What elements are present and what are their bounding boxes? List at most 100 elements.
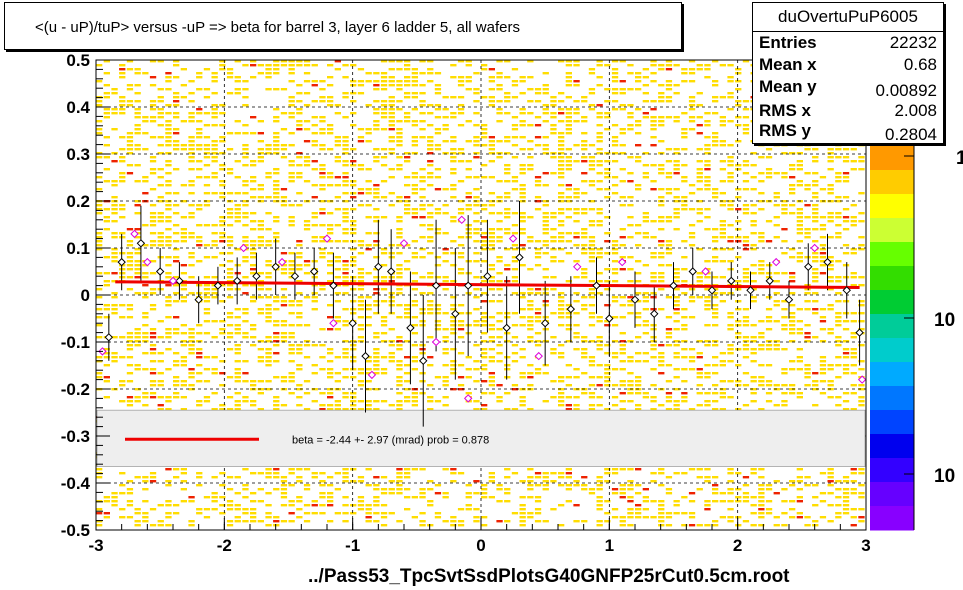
histogram-cell bbox=[226, 476, 234, 479]
histogram-cell bbox=[665, 60, 673, 63]
histogram-cell bbox=[719, 292, 726, 295]
histogram-cell bbox=[242, 192, 249, 195]
histogram-cell bbox=[604, 176, 611, 179]
histogram-cell bbox=[765, 320, 773, 323]
histogram-cell bbox=[404, 340, 411, 343]
histogram-cell bbox=[673, 116, 680, 119]
histogram-cell bbox=[742, 172, 750, 175]
histogram-cell bbox=[211, 392, 218, 395]
histogram-cell bbox=[280, 144, 288, 147]
histogram-cell bbox=[542, 112, 549, 115]
histogram-cell bbox=[265, 388, 272, 391]
histogram-cell bbox=[427, 60, 434, 63]
histogram-cell bbox=[750, 472, 757, 475]
y-tick-label: -0.1 bbox=[61, 333, 90, 352]
histogram-cell bbox=[742, 276, 750, 279]
histogram-cell bbox=[588, 312, 596, 315]
histogram-cell bbox=[858, 244, 865, 247]
histogram-cell bbox=[712, 112, 719, 115]
histogram-cell bbox=[334, 488, 341, 491]
histogram-cell bbox=[134, 180, 141, 183]
histogram-cell bbox=[342, 348, 349, 351]
histogram-cell bbox=[203, 368, 211, 371]
histogram-cell bbox=[411, 280, 418, 283]
histogram-cell bbox=[804, 236, 811, 239]
histogram-cell bbox=[165, 192, 172, 195]
histogram-cell bbox=[727, 176, 734, 179]
histogram-cell bbox=[411, 300, 418, 303]
histogram-cell bbox=[196, 240, 203, 243]
histogram-cell bbox=[727, 208, 734, 211]
histogram-cell bbox=[758, 348, 765, 351]
histogram-cell bbox=[773, 320, 780, 323]
histogram-cell bbox=[596, 280, 603, 283]
histogram-cell bbox=[635, 120, 642, 123]
histogram-cell bbox=[704, 392, 711, 395]
histogram-cell bbox=[173, 504, 180, 507]
histogram-cell bbox=[111, 260, 118, 263]
histogram-cell bbox=[511, 156, 519, 159]
histogram-cell bbox=[750, 340, 757, 343]
histogram-cell bbox=[804, 300, 811, 303]
histogram-cell bbox=[373, 364, 380, 367]
histogram-cell bbox=[604, 288, 611, 291]
histogram-cell bbox=[303, 104, 311, 107]
histogram-cell bbox=[434, 324, 442, 327]
profile-point bbox=[361, 351, 370, 361]
histogram-cell bbox=[450, 472, 457, 475]
histogram-cell bbox=[404, 476, 411, 479]
histogram-cell bbox=[727, 164, 734, 167]
histogram-cell bbox=[219, 64, 226, 67]
histogram-cell bbox=[334, 300, 341, 303]
histogram-cell bbox=[704, 468, 711, 471]
histogram-cell bbox=[619, 228, 626, 231]
histogram-cell bbox=[419, 392, 426, 395]
histogram-cell bbox=[188, 184, 195, 187]
histogram-cell bbox=[373, 220, 380, 223]
histogram-cell bbox=[273, 60, 280, 63]
histogram-cell bbox=[396, 168, 403, 171]
histogram-cell bbox=[665, 328, 673, 331]
histogram-cell bbox=[250, 384, 257, 387]
histogram-cell bbox=[781, 372, 788, 375]
histogram-cell bbox=[126, 404, 134, 407]
histogram-cell bbox=[334, 144, 341, 147]
histogram-cell bbox=[357, 304, 365, 307]
histogram-cell bbox=[496, 272, 503, 275]
histogram-cell bbox=[858, 468, 865, 471]
histogram-cell bbox=[319, 116, 326, 119]
histogram-cell bbox=[650, 164, 657, 167]
histogram-cell bbox=[696, 376, 703, 379]
histogram-cell bbox=[157, 320, 164, 323]
histogram-cell bbox=[842, 364, 850, 367]
histogram-cell bbox=[642, 76, 649, 79]
histogram-cell bbox=[250, 516, 257, 519]
histogram-cell bbox=[119, 384, 126, 387]
histogram-cell bbox=[635, 512, 642, 515]
histogram-cell bbox=[673, 408, 680, 411]
histogram-cell bbox=[319, 344, 326, 347]
histogram-cell bbox=[534, 472, 542, 475]
histogram-cell bbox=[427, 292, 434, 295]
histogram-cell bbox=[380, 476, 388, 479]
histogram-cell bbox=[781, 488, 788, 491]
histogram-cell bbox=[119, 492, 126, 495]
histogram-cell bbox=[388, 292, 395, 295]
histogram-cell bbox=[196, 380, 203, 383]
histogram-cell bbox=[103, 352, 110, 355]
histogram-cell bbox=[427, 228, 434, 231]
histogram-cell bbox=[288, 376, 295, 379]
histogram-cell bbox=[388, 136, 395, 139]
histogram-cell bbox=[226, 288, 234, 291]
histogram-cell bbox=[357, 252, 365, 255]
histogram-cell bbox=[365, 380, 372, 383]
histogram-cell bbox=[165, 104, 172, 107]
histogram-cell bbox=[396, 164, 403, 167]
histogram-cell bbox=[373, 352, 380, 355]
histogram-cell bbox=[611, 296, 619, 299]
histogram-cell bbox=[465, 196, 472, 199]
histogram-cell bbox=[758, 380, 765, 383]
histogram-cell bbox=[642, 516, 649, 519]
histogram-cell bbox=[250, 296, 257, 299]
histogram-cell bbox=[812, 180, 819, 183]
